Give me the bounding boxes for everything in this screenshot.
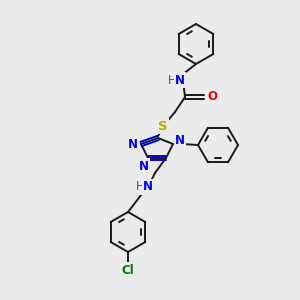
Text: N: N — [139, 160, 149, 172]
Text: Cl: Cl — [122, 263, 134, 277]
Text: N: N — [175, 134, 185, 148]
Text: N: N — [128, 137, 138, 151]
Text: H: H — [168, 74, 176, 86]
Text: H: H — [136, 181, 144, 194]
Text: N: N — [175, 74, 185, 86]
Text: S: S — [158, 119, 168, 133]
Text: O: O — [207, 91, 217, 103]
Text: N: N — [143, 181, 153, 194]
